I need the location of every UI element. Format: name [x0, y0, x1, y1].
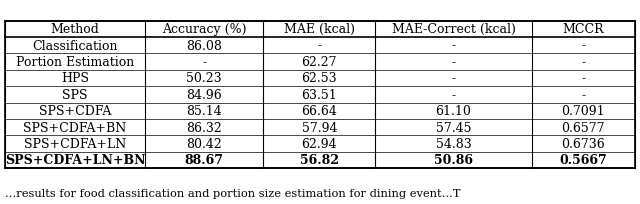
- Text: 88.67: 88.67: [184, 154, 223, 167]
- Text: SPS+CDFA+BN: SPS+CDFA+BN: [24, 121, 127, 134]
- Text: 50.86: 50.86: [434, 154, 473, 167]
- Text: SPS+CDFA+LN+BN: SPS+CDFA+LN+BN: [4, 154, 145, 167]
- Text: 50.23: 50.23: [186, 72, 222, 85]
- Text: MCCR: MCCR: [563, 23, 604, 36]
- Text: 61.10: 61.10: [436, 105, 472, 118]
- Text: -: -: [451, 56, 456, 69]
- Text: SPS+CDFA+LN: SPS+CDFA+LN: [24, 137, 126, 150]
- Text: 0.6736: 0.6736: [561, 137, 605, 150]
- Text: Method: Method: [51, 23, 99, 36]
- Text: Accuracy (%): Accuracy (%): [162, 23, 246, 36]
- Text: -: -: [451, 39, 456, 52]
- Text: 57.94: 57.94: [301, 121, 337, 134]
- Text: -: -: [451, 72, 456, 85]
- Text: 62.94: 62.94: [301, 137, 337, 150]
- Text: 84.96: 84.96: [186, 88, 222, 101]
- Text: 0.5667: 0.5667: [559, 154, 607, 167]
- Text: 56.82: 56.82: [300, 154, 339, 167]
- Text: 62.53: 62.53: [301, 72, 337, 85]
- Text: -: -: [202, 56, 206, 69]
- Text: 54.83: 54.83: [436, 137, 472, 150]
- Text: 0.6577: 0.6577: [561, 121, 605, 134]
- Text: 80.42: 80.42: [186, 137, 222, 150]
- Text: MAE (kcal): MAE (kcal): [284, 23, 355, 36]
- Text: -: -: [581, 56, 586, 69]
- Text: 63.51: 63.51: [301, 88, 337, 101]
- Text: -: -: [581, 39, 586, 52]
- Bar: [5, 21, 635, 168]
- Text: 86.32: 86.32: [186, 121, 222, 134]
- Text: Classification: Classification: [32, 39, 118, 52]
- Text: SPS+CDFA: SPS+CDFA: [39, 105, 111, 118]
- Text: 86.08: 86.08: [186, 39, 222, 52]
- Text: -: -: [581, 72, 586, 85]
- Text: ...results for food classification and portion size estimation for dining event.: ...results for food classification and p…: [5, 188, 461, 198]
- Text: -: -: [317, 39, 321, 52]
- Text: HPS: HPS: [61, 72, 89, 85]
- Text: -: -: [581, 88, 586, 101]
- Text: -: -: [451, 88, 456, 101]
- Text: 57.45: 57.45: [436, 121, 471, 134]
- Text: MAE-Correct (kcal): MAE-Correct (kcal): [392, 23, 515, 36]
- Text: SPS: SPS: [62, 88, 88, 101]
- Text: 66.64: 66.64: [301, 105, 337, 118]
- Text: 85.14: 85.14: [186, 105, 222, 118]
- Text: 0.7091: 0.7091: [561, 105, 605, 118]
- Text: Portion Estimation: Portion Estimation: [16, 56, 134, 69]
- Text: 62.27: 62.27: [301, 56, 337, 69]
